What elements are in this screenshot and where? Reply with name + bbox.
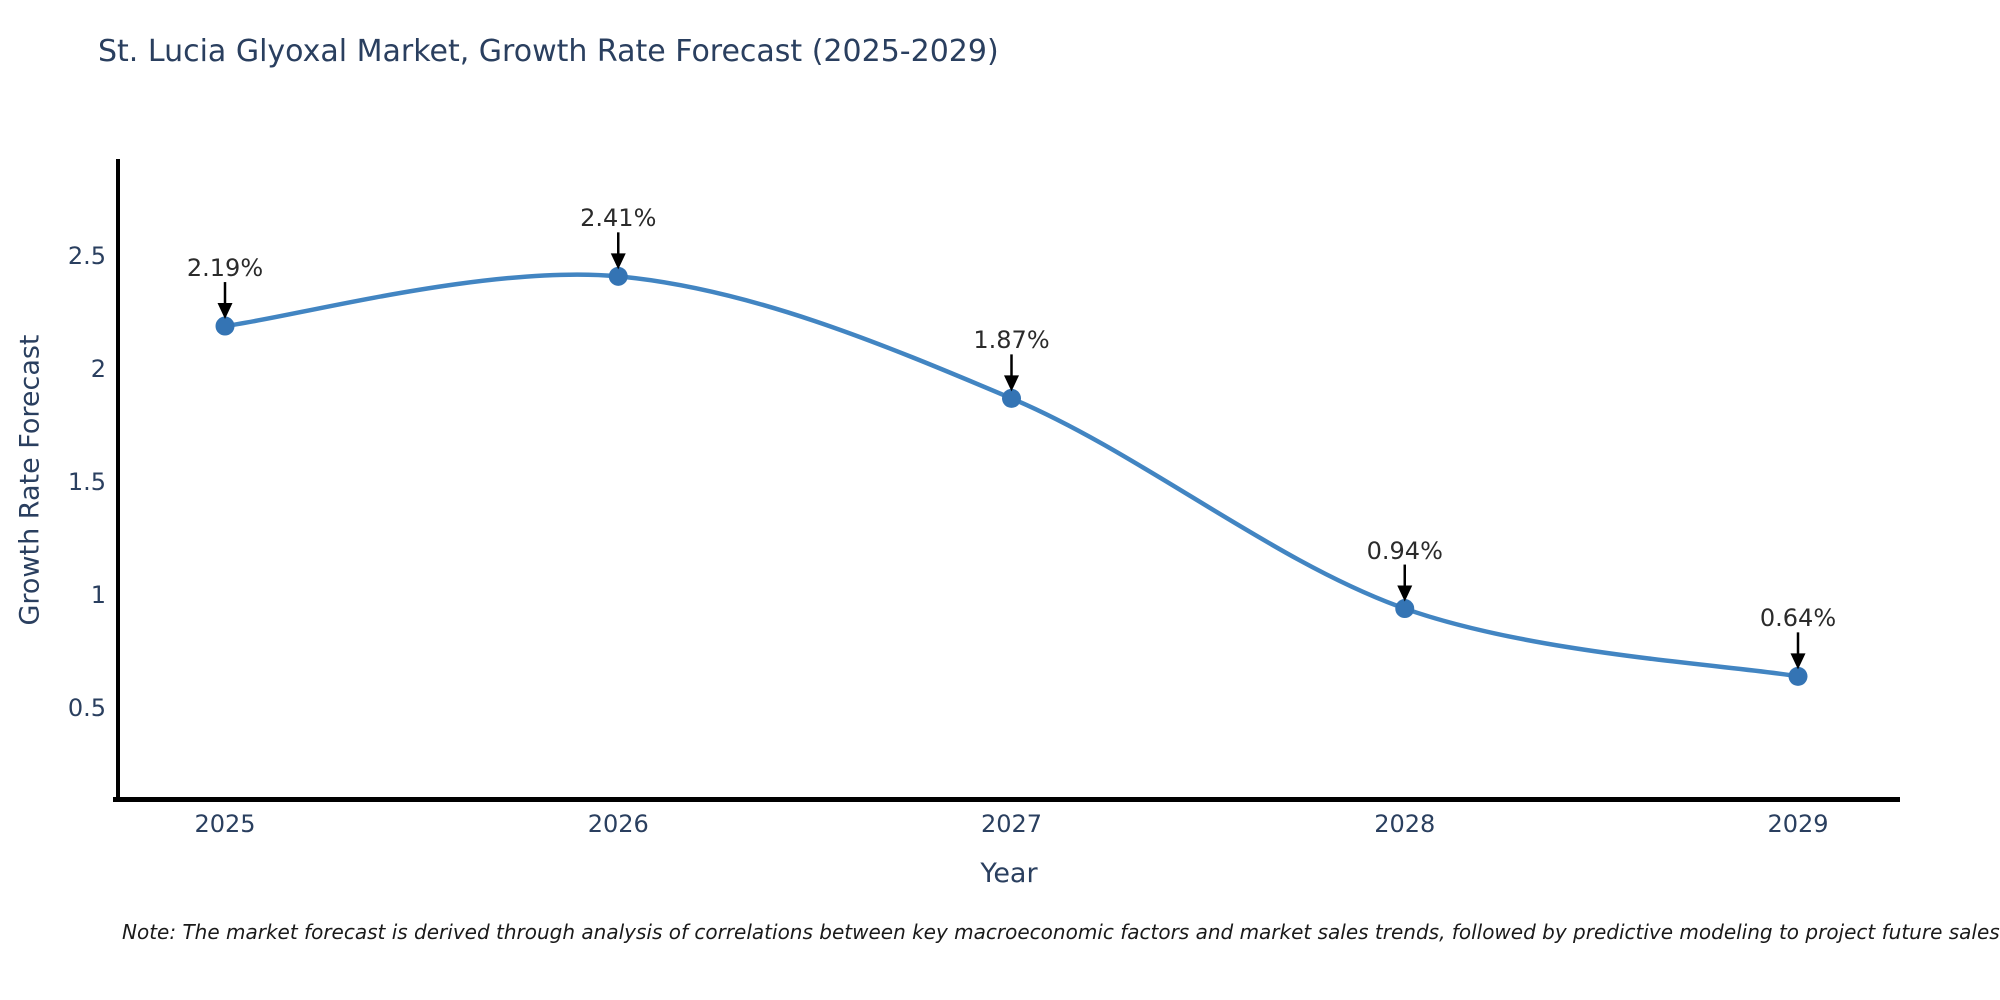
data-point-marker	[1788, 666, 1808, 686]
annotation-arrow-head	[1004, 375, 1019, 392]
point-value-label: 1.87%	[973, 326, 1050, 355]
point-value-label: 0.64%	[1759, 604, 1837, 633]
point-value-label: 2.19%	[186, 254, 264, 283]
annotation-arrow-head	[1397, 585, 1413, 602]
x-tick-label: 2027	[980, 810, 1043, 838]
point-value-label: 2.41%	[580, 204, 657, 233]
chart-title: St. Lucia Glyoxal Market, Growth Rate Fo…	[98, 34, 999, 69]
y-axis-line	[116, 159, 120, 801]
x-tick-label: 2025	[194, 810, 256, 838]
x-tick-label: 2026	[587, 810, 649, 838]
data-point-marker	[1395, 599, 1415, 619]
footnote: Note: The market forecast is derived thr…	[122, 920, 2000, 944]
data-point-marker	[1002, 388, 1021, 408]
x-tick-label: 2028	[1374, 810, 1436, 838]
y-tick-label: 2	[90, 355, 106, 383]
y-tick-label: 1	[90, 581, 106, 609]
x-axis-line	[113, 797, 1900, 802]
data-point-marker	[608, 266, 628, 286]
x-axis-title: Year	[980, 858, 1038, 889]
y-tick-label: 2.5	[67, 242, 106, 270]
x-tick-label: 2029	[1767, 810, 1829, 838]
annotation-arrow-head	[1790, 653, 1806, 670]
data-point-marker	[215, 316, 235, 336]
annotation-arrow-head	[610, 253, 626, 270]
y-tick-label: 0.5	[67, 694, 106, 722]
annotation-arrow-head	[217, 303, 233, 320]
point-value-label: 0.94%	[1366, 536, 1443, 565]
y-tick-label: 1.5	[67, 468, 106, 496]
